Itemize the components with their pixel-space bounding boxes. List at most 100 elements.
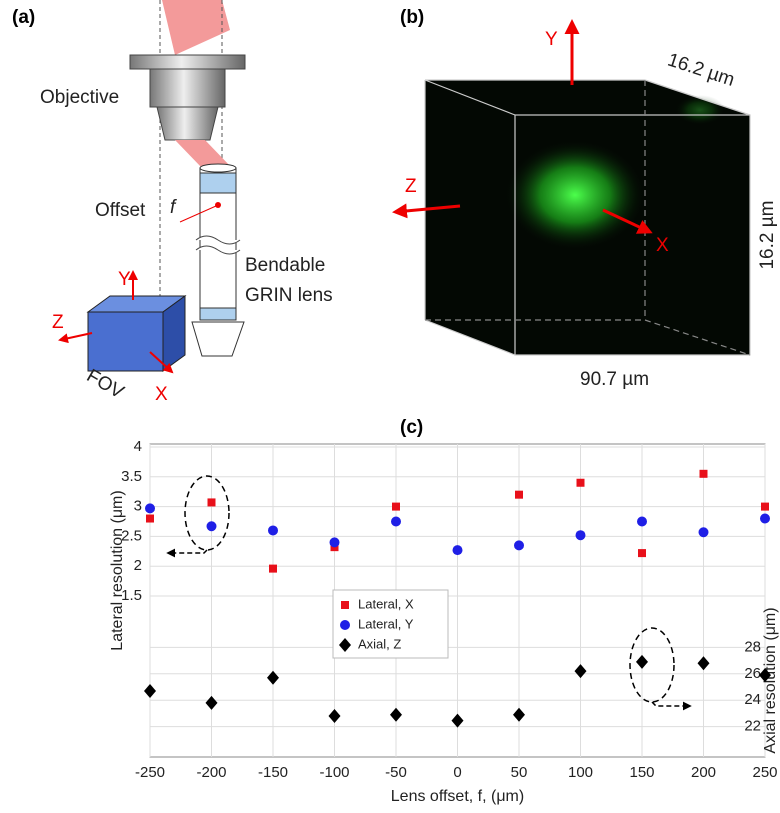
dimension: 16.2 µm	[665, 50, 737, 91]
y-tick-label: 3	[134, 498, 142, 515]
offset-dot	[215, 202, 221, 208]
data-point	[515, 490, 523, 499]
cube-edges	[424, 79, 751, 356]
x-axis-label: Lens offset, f, (μm)	[391, 788, 524, 805]
objective	[156, 106, 219, 141]
data-point	[146, 514, 154, 523]
data-point	[267, 670, 279, 685]
y2-tick-label: 28	[744, 638, 761, 655]
x-tick-label: 0	[453, 764, 461, 781]
label: GRIN lens	[245, 285, 333, 306]
x-tick-label: 100	[568, 764, 593, 781]
axis-label: Y	[118, 269, 131, 290]
axis-arrow	[58, 332, 93, 344]
legend: Lateral, X Lateral, Y Axial, Z	[332, 589, 449, 659]
fluorescence	[505, 140, 645, 250]
panel-b: (b) Y Z X 16.2 µm 16.2 µm 90.7 µm	[392, 7, 778, 390]
data-point	[329, 537, 340, 548]
dimension: 16.2 µm	[757, 200, 778, 269]
data-point	[390, 707, 402, 722]
data-point	[698, 527, 709, 538]
x-tick-label: -50	[385, 764, 407, 781]
annotations	[166, 475, 692, 711]
dashed-ellipse	[184, 475, 230, 551]
legend-label: Axial, Z	[358, 636, 401, 651]
label: Bendable	[245, 255, 325, 276]
data-point	[760, 513, 770, 524]
x-tick-label: 200	[691, 764, 716, 781]
data-point	[699, 469, 708, 478]
panel-label: (c)	[400, 417, 423, 438]
axis-arrow	[392, 203, 461, 219]
dashed-ellipse	[629, 627, 675, 703]
panel-a: (a) Objective Offset f Bendable GRIN len…	[12, 0, 333, 405]
prism	[191, 321, 245, 357]
data-point	[392, 502, 400, 511]
data-point	[206, 521, 217, 532]
laser-beam	[175, 140, 232, 168]
x-tick-label: 50	[511, 764, 528, 781]
data-point	[637, 516, 647, 527]
y-axis-label: Lateral resolution (μm)	[109, 490, 126, 650]
data-point	[759, 668, 771, 683]
data-point	[207, 498, 216, 507]
y-tick-label: 1.5	[121, 587, 142, 604]
x-tick-label: -100	[319, 764, 349, 781]
data-point	[576, 478, 585, 487]
y-tick-label: 3.5	[121, 468, 142, 485]
data-point	[514, 540, 524, 551]
dashed-arrow	[651, 701, 692, 711]
label: f	[170, 197, 177, 218]
y2-tick-label: 26	[744, 665, 761, 682]
axis-label: X	[155, 384, 168, 405]
axis-label: X	[656, 235, 669, 256]
grin-lens	[199, 163, 237, 173]
data-point	[697, 656, 710, 671]
pointer	[179, 205, 217, 223]
data-point	[638, 549, 646, 558]
data-point	[452, 545, 463, 556]
break	[195, 235, 241, 255]
x-tick-label: -150	[258, 764, 288, 781]
axis-label: Z	[405, 176, 417, 197]
dimension: 90.7 µm	[580, 369, 649, 390]
laser-beam	[162, 0, 230, 55]
y2-axis-label: Axial resolution (μm)	[762, 607, 779, 753]
data-point	[575, 530, 586, 541]
axis-label: Y	[545, 29, 558, 50]
y-tick-label: 2.5	[121, 527, 142, 544]
y2-tick-label: 24	[744, 691, 761, 708]
objective	[129, 54, 246, 70]
y-tick-label: 2	[134, 557, 142, 574]
objective	[149, 68, 226, 108]
data-point	[328, 709, 341, 724]
x-tick-label: -200	[196, 764, 226, 781]
axis-label: Z	[52, 312, 64, 333]
label: Objective	[40, 87, 119, 108]
panel-label: (b)	[400, 7, 424, 28]
x-tick-label: 250	[752, 764, 777, 781]
data-point	[268, 525, 278, 536]
data-point	[205, 695, 218, 710]
data-point	[761, 502, 769, 511]
marker	[339, 638, 351, 652]
x-tick-label: 150	[629, 764, 654, 781]
data-point	[636, 654, 648, 669]
grin-lens	[199, 307, 237, 321]
data-point	[574, 664, 587, 679]
data-point	[269, 564, 277, 573]
fov-cube	[87, 311, 164, 372]
panel-label: (a)	[12, 7, 35, 28]
y-tick-label: 4	[134, 438, 142, 455]
y2-tick-label: 22	[744, 718, 761, 735]
legend-box	[332, 589, 449, 659]
axis-arrow	[149, 351, 174, 374]
data-point	[144, 683, 156, 698]
data-point	[451, 713, 464, 728]
legend-label: Lateral, X	[358, 596, 414, 611]
chart: -250 -200 -150 -100 -50 0 50 100 150 200 250 1.5 2 2.…	[109, 438, 779, 805]
grin-lens	[199, 172, 237, 194]
data-point	[513, 707, 525, 722]
data-point	[391, 516, 401, 527]
